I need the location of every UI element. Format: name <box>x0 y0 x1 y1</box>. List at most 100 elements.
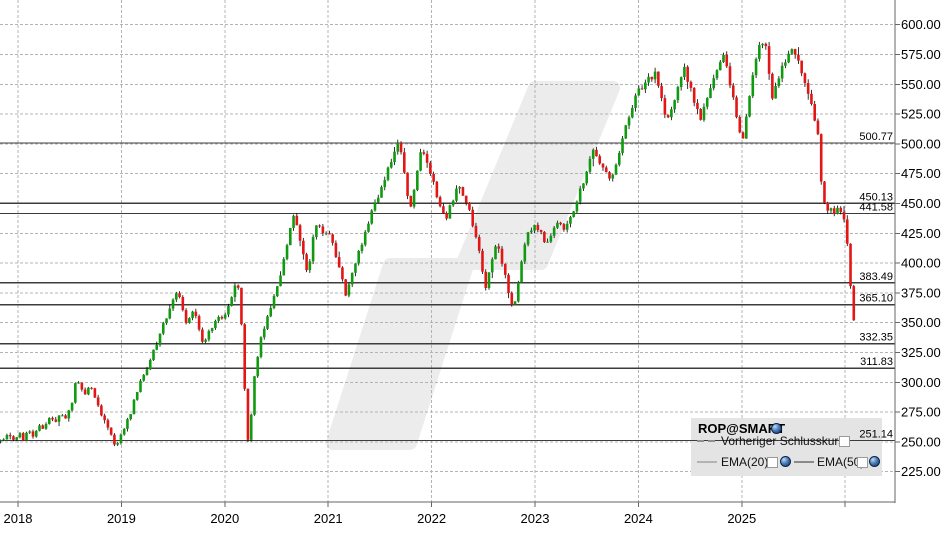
candle-body <box>748 96 751 117</box>
y-axis-label: 225.00 <box>901 464 941 479</box>
candle-body <box>517 282 520 302</box>
x-axis-label: 2020 <box>210 511 239 526</box>
candle-body <box>80 382 84 390</box>
candle-body <box>15 437 19 440</box>
candle-body <box>556 222 559 228</box>
candle-body <box>702 106 706 120</box>
candle-body <box>803 73 807 84</box>
candle-body <box>725 54 729 67</box>
candle-body <box>696 102 699 110</box>
candle-body <box>357 250 361 264</box>
candle-body <box>308 261 312 271</box>
candle-body <box>806 83 810 94</box>
price-level-label: 365.10 <box>859 293 893 305</box>
candle-body <box>503 263 507 275</box>
candle-body <box>657 71 660 86</box>
candle-body <box>191 311 194 319</box>
candle-body <box>61 415 64 417</box>
y-axis-label: 600.00 <box>901 17 941 32</box>
candle-body <box>132 399 136 415</box>
x-axis-label: 2024 <box>624 511 653 526</box>
price-level-label: 500.77 <box>859 131 893 143</box>
candle-body <box>148 359 152 370</box>
ema50-settings-icon[interactable] <box>869 456 880 467</box>
y-axis-label: 425.00 <box>901 226 941 241</box>
candle-body <box>500 248 504 264</box>
candle-body <box>171 299 175 309</box>
candle-body <box>767 46 771 74</box>
y-axis-label: 325.00 <box>901 345 941 360</box>
x-axis-label: 2025 <box>727 511 756 526</box>
candle-body <box>139 380 142 393</box>
candle-body <box>530 230 533 233</box>
x-axis-label: 2023 <box>521 511 550 526</box>
candle-body <box>464 195 468 203</box>
candle-body <box>787 53 790 63</box>
candle-body <box>113 434 116 445</box>
candle-body <box>90 387 93 389</box>
candle-body <box>536 224 540 230</box>
candle-body <box>321 226 325 234</box>
candle-body <box>135 392 139 400</box>
candle-body <box>523 244 527 262</box>
candle-body <box>256 356 260 377</box>
candle-body <box>640 88 644 90</box>
candle-body <box>214 320 217 329</box>
candle-body <box>376 197 380 203</box>
candle-body <box>227 305 230 315</box>
prev-close-checkbox[interactable] <box>839 436 850 447</box>
candles-layer <box>0 41 856 447</box>
candle-body <box>429 162 432 174</box>
candle-body <box>617 153 621 165</box>
candle-body <box>455 188 458 201</box>
candle-body <box>777 78 781 86</box>
chart-settings-icon[interactable] <box>771 423 782 434</box>
candle-body <box>513 301 517 305</box>
candle-body <box>836 207 839 214</box>
candle-body <box>324 233 328 235</box>
candle-body <box>331 234 334 243</box>
candle-body <box>272 296 276 308</box>
candle-body <box>595 149 598 157</box>
candle-body <box>826 202 830 211</box>
candle-body <box>735 97 738 118</box>
candle-body <box>220 316 224 319</box>
candle-body <box>673 100 676 110</box>
candle-body <box>670 109 673 118</box>
y-axis-label: 475.00 <box>901 166 941 181</box>
candle-body <box>347 284 351 296</box>
ema50-checkbox[interactable] <box>857 457 868 468</box>
candle-body <box>650 76 654 80</box>
candle-body <box>259 337 263 357</box>
candle-body <box>624 125 628 139</box>
candle-body <box>507 274 510 294</box>
candle-body <box>318 225 321 227</box>
candle-body <box>393 151 396 163</box>
candle-body <box>145 369 149 376</box>
ema20-settings-icon[interactable] <box>780 456 791 467</box>
candle-body <box>829 208 833 211</box>
candle-body <box>77 382 80 384</box>
candle-body <box>627 117 631 126</box>
candle-body <box>793 49 797 55</box>
candle-body <box>28 431 32 433</box>
candle-body <box>705 98 709 107</box>
candle-body <box>344 279 347 296</box>
candle-body <box>341 267 344 280</box>
candle-body <box>722 54 725 63</box>
candle-body <box>249 414 253 440</box>
candle-body <box>275 286 279 297</box>
candle-body <box>386 167 390 180</box>
candle-body <box>328 233 331 235</box>
candle-body <box>839 207 843 212</box>
candle-body <box>533 224 536 231</box>
candle-body <box>604 167 608 173</box>
ema20-checkbox[interactable] <box>767 457 778 468</box>
candle-body <box>630 107 634 118</box>
candle-body <box>741 132 745 139</box>
candle-body <box>686 66 689 82</box>
candle-body <box>634 95 637 108</box>
y-axis-label: 275.00 <box>901 405 941 420</box>
